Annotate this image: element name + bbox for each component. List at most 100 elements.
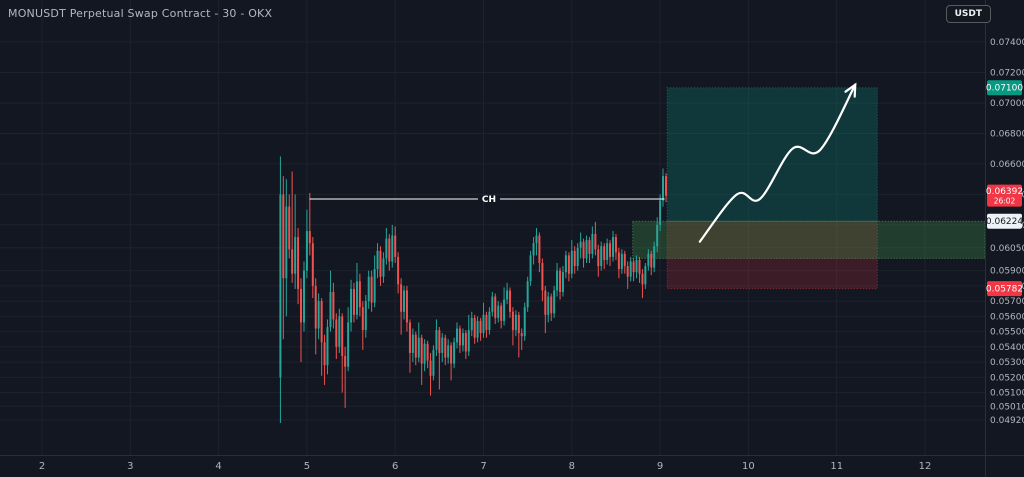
candle-body	[414, 334, 417, 358]
candle-body	[656, 224, 659, 247]
candle-body	[441, 337, 444, 353]
price-tick-label: 0.04920	[990, 416, 1024, 426]
price-axis[interactable]: 0.074000.072000.070000.068000.066000.064…	[986, 38, 1024, 426]
candle-body	[532, 243, 535, 256]
candle-body	[526, 281, 529, 308]
trend-arrow[interactable]	[698, 82, 857, 243]
candle-body	[529, 255, 532, 282]
candle-body	[535, 235, 538, 244]
candle-body	[317, 301, 320, 329]
price-tick-label: 0.07000	[990, 99, 1024, 109]
candle-body	[438, 330, 441, 353]
candle-body	[653, 246, 656, 268]
candle-body	[341, 316, 344, 356]
time-tick-label: 3	[127, 461, 133, 472]
candle-body	[629, 261, 632, 277]
price-tick-label: 0.07200	[990, 68, 1024, 78]
candle-body	[620, 253, 623, 270]
candle-body	[294, 237, 297, 274]
candle-body	[585, 240, 588, 259]
price-tick-label: 0.07400	[990, 38, 1024, 48]
candle-body	[417, 337, 420, 358]
candle-body	[470, 317, 473, 331]
candle-body	[447, 345, 450, 358]
candle-body	[647, 253, 650, 267]
candle-body	[514, 314, 517, 331]
candle-body	[302, 270, 305, 323]
candle-body	[582, 241, 585, 259]
demand-zone[interactable]	[632, 220, 986, 259]
time-axis[interactable]: 2 3 4 5 6 7 8 9 10 11 12	[39, 461, 932, 472]
badge-price-text: 0.06224	[986, 217, 1023, 227]
candle-body	[614, 237, 617, 253]
candle-body	[612, 237, 615, 257]
symbol-title: MONUSDT Perpetual Swap Contract - 30 - O…	[8, 7, 273, 20]
time-tick-label: 7	[480, 461, 486, 472]
candle-body	[665, 176, 668, 196]
candle-body	[394, 235, 397, 257]
candle-body	[453, 342, 456, 364]
candle-body	[591, 234, 594, 254]
price-tick-label: 0.05010	[990, 402, 1024, 412]
candle-body	[373, 269, 376, 303]
candle-body	[444, 337, 447, 358]
time-tick-label: 12	[919, 461, 932, 472]
candle-body	[573, 250, 576, 267]
candle-body	[320, 301, 323, 343]
price-tick-label: 0.06600	[990, 160, 1024, 170]
candle-body	[385, 238, 388, 259]
candle-body	[632, 261, 635, 273]
candle-body	[408, 322, 411, 353]
candle-body	[420, 337, 423, 364]
candle-body	[550, 296, 553, 314]
arrow-head	[844, 82, 857, 98]
candle-body	[559, 270, 562, 292]
candle-body	[350, 288, 353, 323]
candle-body	[626, 266, 629, 277]
price-tick-label: 0.05600	[990, 312, 1024, 322]
candle-body	[579, 241, 582, 248]
candle-body	[282, 194, 285, 279]
candle-body	[367, 276, 370, 302]
candle-body	[606, 243, 609, 260]
candle-body	[358, 281, 361, 308]
price-tick-label: 0.05700	[990, 297, 1024, 307]
candle-body	[429, 360, 432, 376]
price-tick-label: 0.05200	[990, 373, 1024, 383]
time-tick-label: 6	[392, 461, 398, 472]
target-zone[interactable]	[666, 87, 878, 222]
candle-body	[523, 307, 526, 337]
candle-body	[644, 266, 647, 285]
time-tick-label: 4	[215, 461, 221, 472]
candle-body	[311, 243, 314, 286]
candle-body	[405, 290, 408, 323]
candle-body	[567, 255, 570, 274]
candle-body	[511, 311, 514, 331]
price-tick-label: 0.06050	[990, 244, 1024, 254]
price-tick-label: 0.05300	[990, 358, 1024, 368]
currency-toggle-button[interactable]: USDT	[945, 5, 991, 23]
stop-zone[interactable]	[666, 220, 878, 290]
candle-body	[338, 316, 341, 347]
candle-body	[553, 290, 556, 314]
candle-body	[597, 249, 600, 267]
ch-line[interactable]: CH	[309, 195, 665, 205]
time-tick-label: 2	[39, 461, 45, 472]
candle-body	[326, 327, 329, 366]
candle-body	[400, 284, 403, 312]
candle-body	[456, 328, 459, 343]
chart-grid	[0, 0, 986, 456]
candle-body	[388, 238, 391, 262]
candle-body	[491, 296, 494, 312]
candle-body	[397, 256, 400, 285]
candle-body	[500, 305, 503, 321]
candle-body	[467, 330, 470, 352]
candle-body	[314, 285, 317, 329]
candle-body	[635, 259, 638, 273]
candle-body	[423, 343, 426, 364]
candle-body	[538, 235, 541, 264]
candle-body	[544, 290, 547, 315]
price-tick-label: 0.06800	[990, 129, 1024, 139]
